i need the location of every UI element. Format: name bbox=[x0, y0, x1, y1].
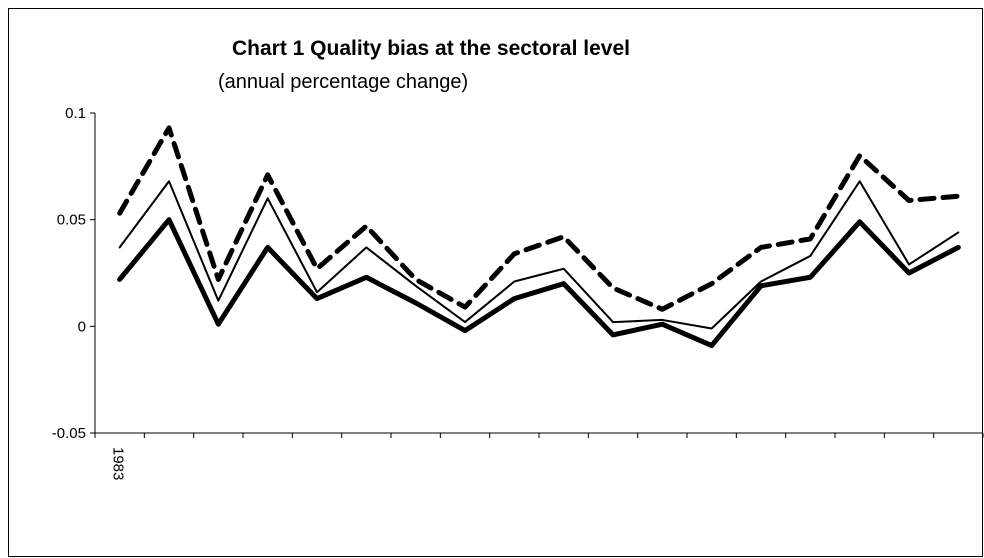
y-tick-label: -0.05 bbox=[52, 425, 86, 442]
y-tick-label: 0.1 bbox=[65, 105, 86, 122]
data-line bbox=[117, 217, 961, 349]
chart-frame bbox=[8, 8, 983, 557]
chart-subtitle: (annual percentage change) bbox=[218, 71, 468, 93]
chart-title: Chart 1 Quality bias at the sectoral lev… bbox=[232, 37, 630, 60]
data-line bbox=[117, 125, 961, 312]
x-tick-label: 1983 bbox=[110, 447, 127, 480]
y-tick-label: 0 bbox=[78, 318, 86, 335]
data-line bbox=[118, 180, 960, 330]
y-tick-label: 0.05 bbox=[57, 212, 86, 229]
